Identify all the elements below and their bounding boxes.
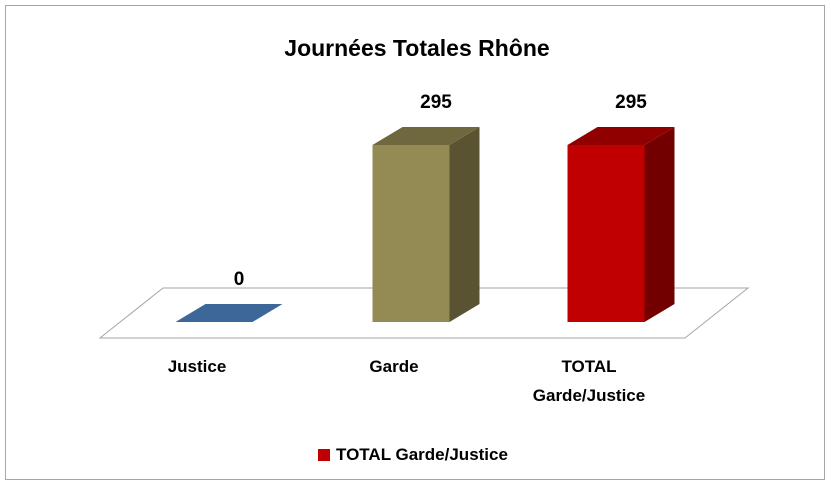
value-label: 295 [615,92,647,113]
bar-top [567,127,675,145]
bar-side [644,127,675,322]
bar [372,145,450,322]
bar-top [175,304,283,322]
bar-top [372,127,480,145]
x-tick-label: Justice [167,357,227,376]
bar [567,145,645,322]
legend-swatch [318,449,330,461]
chart-title: Journées Totales Rhône [284,35,549,61]
x-tick-label: Garde [369,357,419,376]
value-label: 0 [234,269,245,290]
value-label: 295 [420,92,452,113]
bar-side [449,127,480,322]
legend-label: TOTAL Garde/Justice [336,445,508,464]
x-tick-label: TOTAL Garde/Justice [532,357,646,405]
